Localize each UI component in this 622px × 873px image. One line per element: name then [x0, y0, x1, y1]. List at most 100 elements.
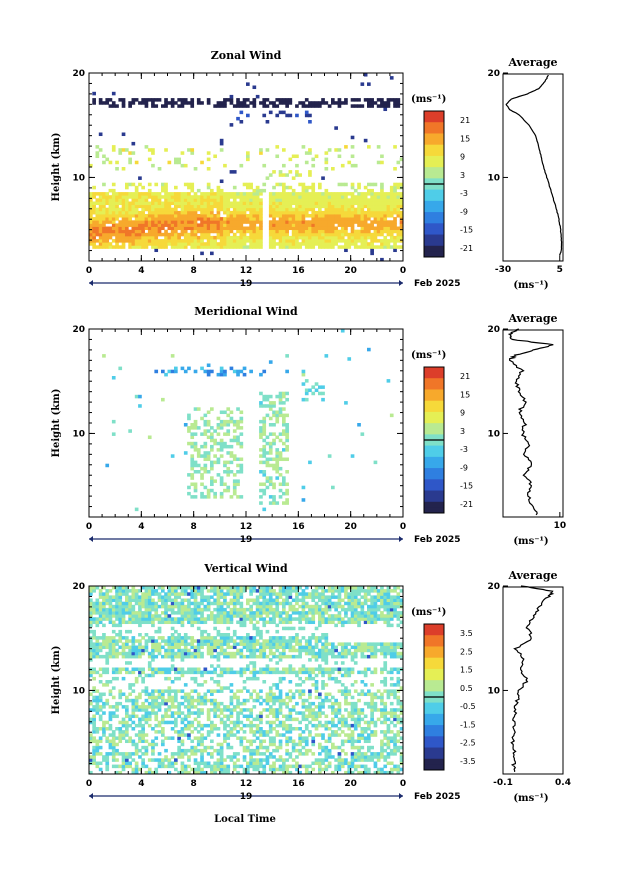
heatmap-cell	[278, 198, 283, 202]
heatmap-cell	[151, 598, 155, 603]
heatmap-cell	[242, 770, 247, 775]
heatmap-cell	[177, 210, 181, 215]
colorbar-swatch	[424, 383, 444, 390]
heatmap-cell	[108, 739, 113, 744]
heatmap-cell	[154, 767, 159, 772]
heatmap-cell	[151, 589, 155, 593]
heatmap-cell	[242, 210, 247, 215]
heatmap-cell	[308, 204, 312, 209]
heatmap-cell	[298, 604, 302, 609]
heatmap-cell	[282, 651, 286, 656]
heatmap-cell	[210, 617, 214, 621]
heatmap-cell	[128, 220, 132, 224]
heatmap-cell	[259, 188, 263, 193]
heatmap-cell	[262, 444, 267, 449]
heatmap-cell	[118, 220, 123, 224]
heatmap-cell	[314, 242, 319, 246]
heatmap-cell	[259, 372, 263, 377]
heatmap-cell	[174, 670, 178, 675]
heatmap-cell	[102, 639, 106, 643]
heatmap-cell	[278, 670, 283, 675]
heatmap-cell	[161, 714, 165, 719]
heatmap-cell	[324, 198, 329, 202]
heatmap-cell	[128, 611, 132, 615]
heatmap-cell	[206, 711, 211, 715]
heatmap-cell	[301, 626, 306, 631]
heatmap-cell	[187, 192, 191, 196]
heatmap-cell	[190, 636, 195, 640]
heatmap-cell	[157, 232, 162, 237]
heatmap-cell	[278, 592, 283, 596]
heatmap-cell	[180, 620, 185, 625]
heatmap-cell	[259, 654, 263, 659]
y-axis-label: Height (km)	[51, 133, 62, 202]
heatmap-cell	[98, 214, 103, 218]
heatmap-cell	[265, 148, 270, 152]
heatmap-cell	[226, 639, 231, 643]
heatmap-cell	[265, 645, 270, 650]
heatmap-cell	[125, 182, 129, 187]
heatmap-cell	[249, 742, 253, 747]
heatmap-cell	[229, 667, 234, 672]
heatmap-cell	[223, 239, 227, 243]
heatmap-cell	[206, 232, 211, 237]
heatmap-cell	[268, 620, 273, 625]
heatmap-cell	[170, 589, 175, 593]
heatmap-cell	[118, 639, 123, 643]
heatmap-cell	[337, 182, 342, 187]
heatmap-cell	[324, 207, 329, 212]
heatmap-cell	[229, 683, 234, 687]
heatmap-cell	[177, 604, 181, 609]
heatmap-cell	[92, 245, 96, 249]
heatmap-cell	[252, 229, 257, 234]
heatmap-cell	[242, 192, 247, 196]
heatmap-cell	[219, 242, 224, 246]
heatmap-cell	[324, 210, 329, 215]
heatmap-cell	[183, 101, 188, 105]
heatmap-cell	[259, 642, 263, 646]
heatmap-cell	[275, 645, 280, 650]
heatmap-cell	[314, 101, 319, 105]
heatmap-cell	[105, 592, 110, 596]
heatmap-cell	[252, 586, 257, 590]
heatmap-cell	[288, 595, 293, 599]
heatmap-cell	[275, 410, 280, 415]
heatmap-cell	[144, 98, 149, 102]
heatmap-cell	[282, 607, 286, 612]
heatmap-cell	[98, 589, 103, 593]
heatmap-cell	[223, 598, 227, 603]
heatmap-cell	[272, 482, 276, 487]
heatmap-cell	[249, 642, 253, 646]
heatmap-cell	[232, 639, 237, 643]
heatmap-cell	[193, 745, 198, 750]
heatmap-cell	[219, 686, 224, 690]
heatmap-cell	[134, 245, 139, 249]
heatmap-cell	[177, 752, 181, 756]
heatmap-cell	[344, 220, 348, 224]
heatmap-cell	[334, 126, 338, 130]
heatmap-cell	[350, 214, 355, 218]
heatmap-cell	[246, 723, 250, 728]
heatmap-cell	[321, 397, 325, 402]
heatmap-cell	[190, 748, 195, 753]
heatmap-cell	[242, 767, 247, 772]
heatmap-cell	[134, 98, 139, 102]
heatmap-cell	[268, 110, 273, 115]
heatmap-cell	[242, 589, 247, 593]
heatmap-cell	[301, 645, 306, 650]
heatmap-cell	[134, 745, 139, 750]
heatmap-cell	[301, 397, 306, 402]
heatmap-cell	[223, 223, 227, 227]
heatmap-cell	[200, 366, 204, 371]
heatmap-cell	[141, 185, 145, 190]
average-profile-line	[505, 74, 563, 256]
heatmap-cell	[200, 192, 204, 196]
heatmap-cell	[262, 423, 267, 427]
heatmap-cell	[272, 654, 276, 659]
heatmap-cell	[321, 385, 325, 389]
heatmap-cell	[242, 104, 247, 108]
heatmap-cell	[190, 586, 195, 590]
heatmap-cell	[295, 210, 299, 215]
heatmap-cell	[252, 698, 257, 703]
